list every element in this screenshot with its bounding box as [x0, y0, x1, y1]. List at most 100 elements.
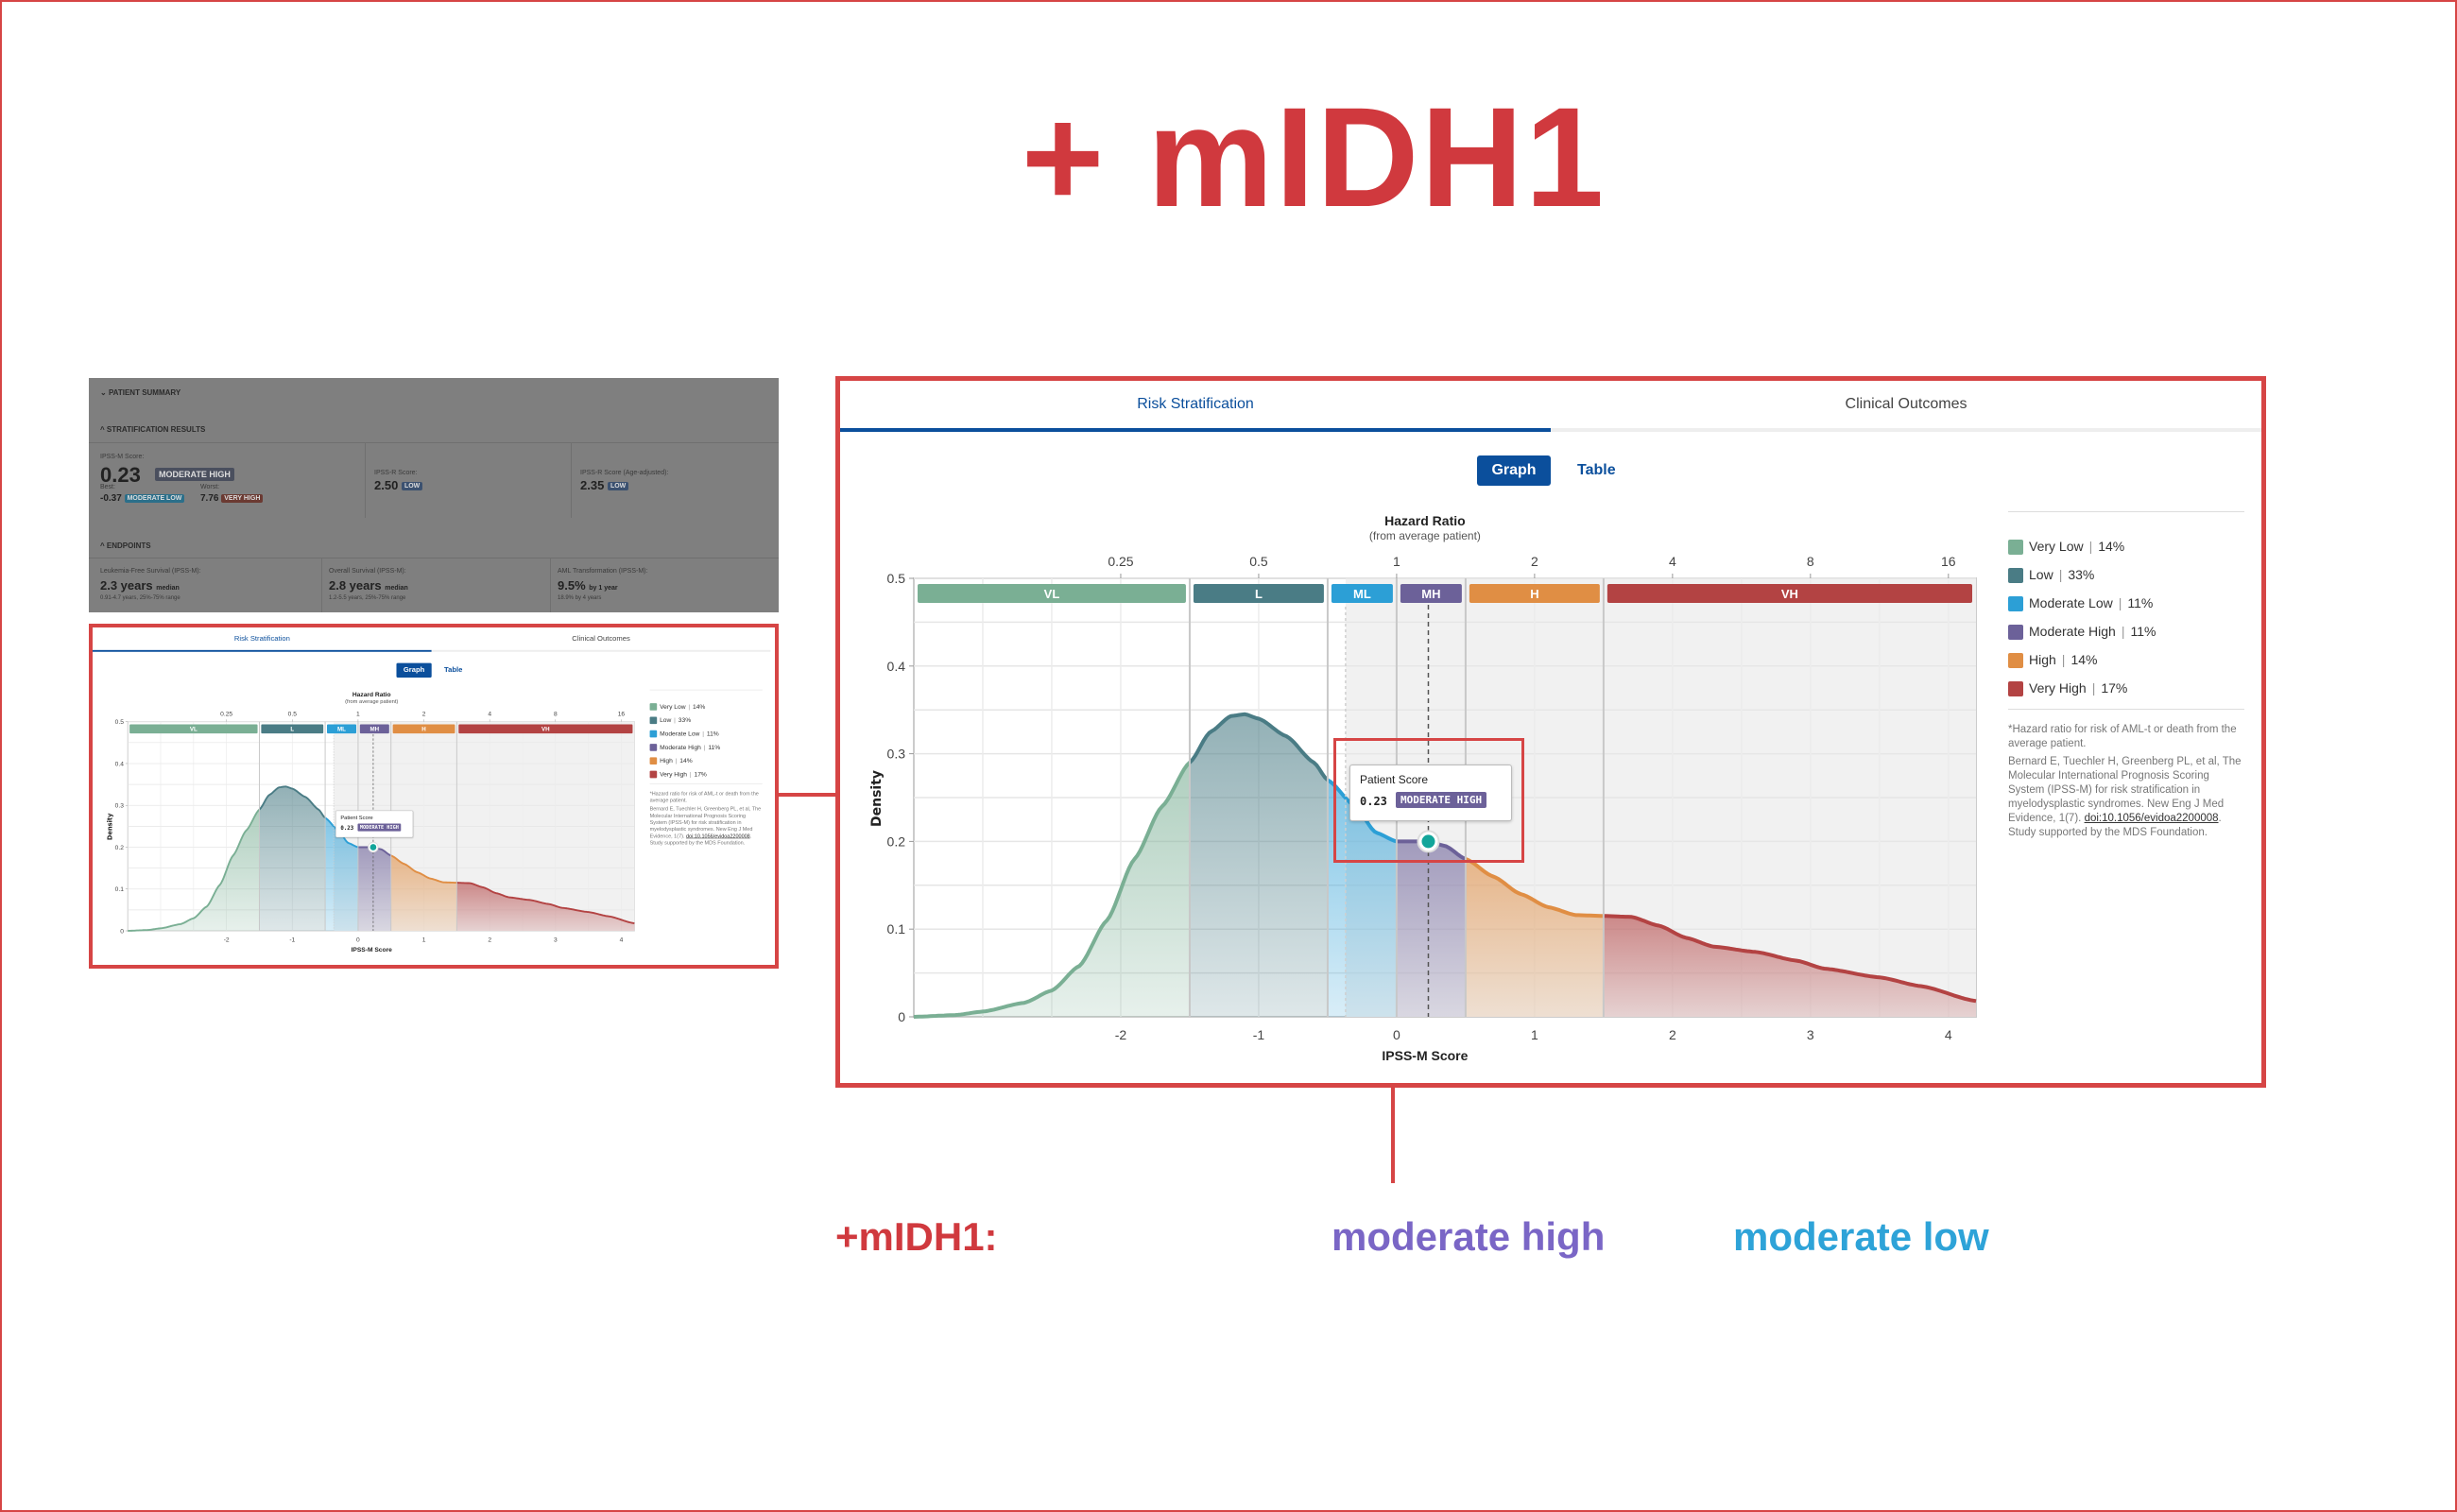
band-bar-mh — [359, 724, 389, 734]
doi-link[interactable]: doi:10.1056/evidoa2200008 — [686, 833, 750, 839]
os-value: 2.8 years — [329, 578, 382, 593]
band-bar-l — [1193, 584, 1324, 603]
legend-item-very-low: Very Low | 14% — [649, 702, 705, 712]
x-tick-label: 3 — [554, 936, 558, 943]
graph-view-button[interactable]: Graph — [1477, 455, 1551, 486]
density-curve-h — [1465, 857, 1604, 919]
legend-swatch — [2008, 540, 2023, 556]
legend-item-very-high: Very High | 17% — [2008, 679, 2127, 698]
band-bar-ml — [1331, 584, 1393, 603]
legend-label: Very High — [2029, 680, 2087, 696]
tooltip-title: Patient Score — [340, 814, 373, 821]
hazard-ratio-tick-label: 8 — [554, 711, 558, 717]
hazard-ratio-tick-label: 2 — [1531, 554, 1538, 569]
hazard-ratio-tick-label: 1 — [356, 711, 360, 717]
legend-label: Moderate High — [2029, 624, 2116, 639]
ipssm-category-badge: MODERATE HIGH — [155, 468, 234, 481]
lfs-range: 0.91-4.7 years, 25%-75% range — [100, 595, 180, 601]
band-label-mh: MH — [370, 727, 380, 733]
legend-pct: 11% — [2130, 624, 2156, 639]
legend-item-low: Low | 33% — [649, 715, 692, 725]
legend-item-moderate-high: Moderate High | 11% — [2008, 623, 2156, 642]
band-area-h — [390, 855, 457, 932]
tab-divider — [431, 649, 771, 652]
citation-support: . Study supported by the MDS Foundation. — [649, 833, 752, 846]
tab-risk-stratification[interactable]: Risk Stratification — [233, 634, 290, 643]
table-view-button[interactable]: Table — [1577, 462, 1616, 478]
citation: Bernard E, Tuechler H, Greenberg PL, et … — [650, 806, 763, 847]
y-tick-label: 0.1 — [887, 921, 906, 936]
legend-pct: 33% — [2068, 567, 2095, 582]
aml-range: 18.9% by 4 years — [558, 595, 602, 601]
density-curve-vl — [128, 808, 261, 932]
y-tick-label: 0.5 — [887, 571, 906, 586]
legend-pct: 33% — [678, 715, 692, 724]
section-title: STRATIFICATION RESULTS — [106, 425, 206, 434]
density-chart: VL L ML MH H VH 0 0.1 0.2 0.3 0.4 0.5 -2 0.25 -1 0.5 0 1 1… — [869, 513, 1977, 1063]
lfs-value: 2.3 years — [100, 578, 153, 593]
band-bar-ml — [327, 724, 357, 734]
tab-clinical-outcomes[interactable]: Clinical Outcomes — [1845, 396, 1967, 412]
x-axis-title: IPSS-M Score — [352, 947, 393, 954]
density-curve-l — [1188, 712, 1330, 782]
band-label-h: H — [421, 727, 426, 733]
band-label-vl: VL — [190, 727, 198, 733]
band-bar-h — [1469, 584, 1600, 603]
x-tick-label: 0 — [356, 936, 360, 943]
tooltip-title: Patient Score — [1360, 773, 1429, 786]
doi-link[interactable]: doi:10.1056/evidoa2200008 — [2084, 813, 2219, 824]
legend-pct: 11% — [2127, 595, 2154, 610]
legend-pct: 17% — [694, 770, 707, 778]
table-view-button[interactable]: Table — [444, 666, 463, 675]
tab-clinical-outcomes[interactable]: Clinical Outcomes — [572, 634, 630, 643]
tab-risk-stratification[interactable]: Risk Stratification — [1137, 396, 1254, 412]
legend-pct: 17% — [2101, 680, 2128, 696]
annotation-to-category: moderate low — [1733, 1214, 1989, 1259]
ipssr-age-category-badge: LOW — [607, 482, 629, 491]
stratification-results-header[interactable]: ^ STRATIFICATION RESULTS — [100, 425, 206, 434]
x-tick-label: 1 — [422, 936, 426, 943]
legend-pct: 14% — [2098, 539, 2125, 554]
legend-swatch — [2008, 568, 2023, 584]
band-area-vl — [914, 762, 1190, 1017]
os-label: Overall Survival (IPSS-M): — [329, 568, 406, 575]
y-tick-label: 0 — [898, 1009, 905, 1024]
x-tick-label: 1 — [1531, 1027, 1538, 1042]
legend-swatch — [649, 744, 658, 751]
aml-value: 9.5% — [558, 578, 586, 593]
annotation-label: +mIDH1: — [835, 1214, 998, 1259]
small-chart-preview: Risk Stratification Clinical Outcomes Gr… — [89, 624, 779, 969]
band-label-mh: MH — [1421, 587, 1440, 601]
density-curve-h — [390, 854, 457, 885]
band-label-vl: VL — [1044, 587, 1060, 601]
legend-item-very-high: Very High | 17% — [649, 770, 707, 780]
legend-item-moderate-high: Moderate High | 11% — [649, 743, 720, 752]
hazard-ratio-subtitle: (from average patient) — [345, 699, 398, 705]
hazard-ratio-tick-label: 0.5 — [288, 711, 298, 717]
hazard-ratio-tick-label: 4 — [488, 711, 491, 717]
y-tick-label: 0.2 — [887, 833, 906, 849]
band-label-h: H — [1530, 587, 1538, 601]
page-title: + mIDH1 — [1021, 77, 1606, 236]
patient-score-tooltip: Patient Score 0.23 MODERATE HIGH — [1349, 765, 1512, 821]
hazard-ratio-tick-label: 0.25 — [1108, 554, 1133, 569]
patient-summary-header[interactable]: ⌄ PATIENT SUMMARY — [100, 388, 181, 397]
legend-label: Low — [660, 715, 672, 724]
divider — [365, 442, 366, 518]
hazard-ratio-tick-label: 0.5 — [1249, 554, 1268, 569]
tab-divider — [1551, 428, 2261, 432]
band-area-l — [1189, 713, 1328, 1017]
y-tick-label: 0 — [120, 928, 124, 935]
legend-item-moderate-low: Moderate Low | 11% — [649, 730, 719, 739]
legend-swatch — [2008, 596, 2023, 612]
legend-swatch — [649, 703, 658, 711]
y-tick-label: 0.2 — [115, 845, 125, 851]
active-tab-indicator — [93, 649, 432, 652]
legend-swatch — [2008, 653, 2023, 669]
legend-item-low: Low | 33% — [2008, 566, 2094, 585]
legend-label: Moderate Low — [660, 730, 700, 737]
band-area-h — [1465, 859, 1604, 1017]
graph-view-button[interactable]: Graph — [396, 662, 432, 678]
endpoints-header[interactable]: ^ ENDPOINTS — [100, 541, 151, 550]
